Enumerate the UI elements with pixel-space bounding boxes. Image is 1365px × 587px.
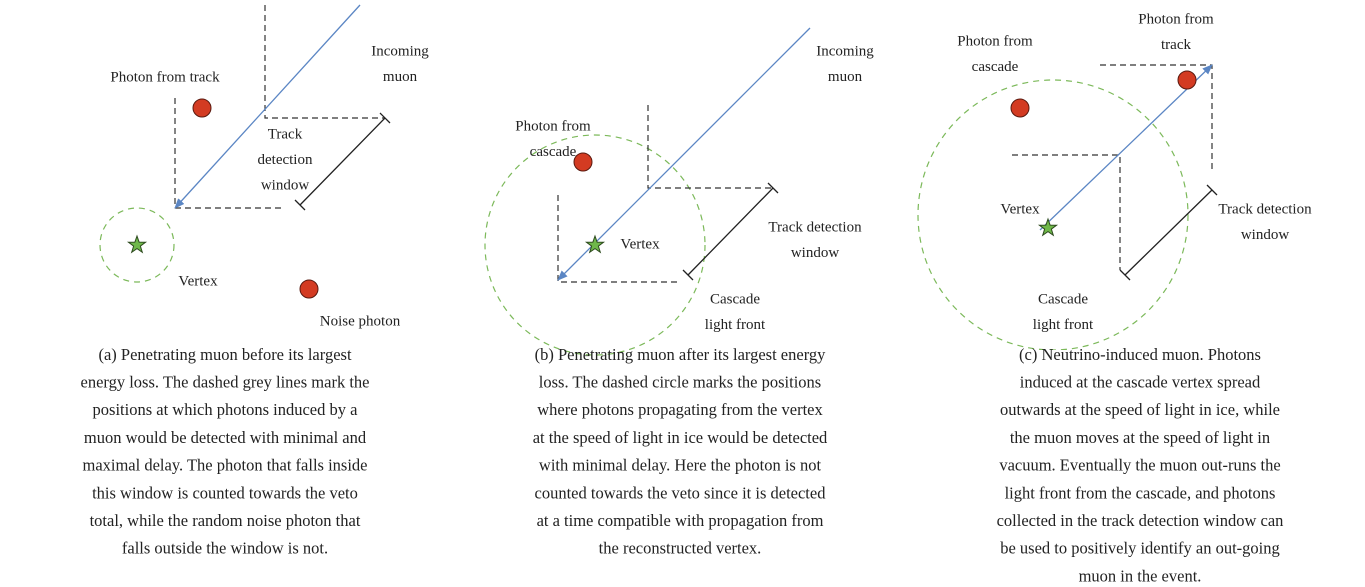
- muon-track: [1039, 64, 1213, 231]
- photon: [192, 98, 212, 118]
- label: Track: [268, 126, 303, 142]
- panel-c: [917, 64, 1218, 350]
- window-line: [264, 5, 385, 119]
- label: cascade: [530, 144, 577, 160]
- label: window: [1241, 227, 1290, 243]
- photon: [573, 152, 593, 172]
- label: Photon from track: [110, 69, 220, 85]
- caption-line: (a) Penetrating muon before its largest: [98, 345, 351, 364]
- caption-line: be used to positively identify an out-go…: [1000, 539, 1280, 558]
- caption-line: muon in the event.: [1079, 566, 1202, 585]
- caption-line: where photons propagating from the verte…: [537, 400, 823, 419]
- label: muon: [828, 69, 863, 85]
- caption-line: total, while the random noise photon tha…: [90, 511, 361, 530]
- label: Cascade: [710, 291, 760, 307]
- light-front: [99, 207, 175, 283]
- label: Incoming: [371, 43, 429, 59]
- caption-line: with minimal delay. Here the photon is n…: [539, 456, 822, 475]
- caption-line: at the speed of light in ice would be de…: [533, 428, 828, 447]
- panel-b: [484, 27, 811, 356]
- label: Photon from: [515, 118, 591, 134]
- caption-line: positions at which photons induced by a: [93, 400, 359, 419]
- photon: [1177, 70, 1197, 90]
- light-front: [484, 134, 706, 356]
- caption-line: collected in the track detection window …: [997, 511, 1284, 530]
- label: track: [1161, 37, 1191, 53]
- label: cascade: [972, 59, 1019, 75]
- label: Vertex: [620, 236, 660, 252]
- label: detection: [258, 152, 313, 168]
- photon: [1010, 98, 1030, 118]
- caption-line: loss. The dashed circle marks the positi…: [539, 372, 821, 391]
- label: light front: [1033, 317, 1094, 333]
- caption-line: this window is counted towards the veto: [92, 483, 358, 502]
- window-line: [1012, 154, 1121, 270]
- label: window: [261, 177, 310, 193]
- panel-a: [99, 4, 391, 299]
- label: Photon from: [1138, 11, 1214, 27]
- vertex: [126, 234, 148, 254]
- label: Noise photon: [320, 313, 401, 329]
- label: Photon from: [957, 33, 1033, 49]
- window-bracket: [682, 182, 779, 281]
- vertex: [1037, 217, 1059, 237]
- window-line: [647, 105, 773, 189]
- caption-line: vacuum. Eventually the muon out-runs the: [999, 456, 1280, 475]
- caption-line: energy loss. The dashed grey lines mark …: [81, 372, 370, 391]
- caption-line: falls outside the window is not.: [122, 539, 328, 558]
- caption-line: maximal delay. The photon that falls ins…: [82, 456, 367, 475]
- label: Incoming: [816, 43, 874, 59]
- caption-line: the reconstructed vertex.: [599, 539, 762, 558]
- label: window: [791, 245, 840, 261]
- label: Track detection: [768, 219, 862, 235]
- caption-line: the muon moves at the speed of light in: [1010, 428, 1270, 447]
- label: Track detection: [1218, 201, 1312, 217]
- photon: [299, 279, 319, 299]
- caption-line: at a time compatible with propagation fr…: [537, 511, 824, 530]
- caption-line: (c) Neutrino-induced muon. Photons: [1019, 345, 1261, 364]
- label: Vertex: [1000, 201, 1040, 217]
- label: light front: [705, 317, 766, 333]
- label: Vertex: [178, 273, 218, 289]
- window-bracket: [1119, 184, 1218, 281]
- vertex: [584, 234, 606, 254]
- window-line: [557, 195, 678, 283]
- light-front: [917, 79, 1189, 350]
- caption-line: light front from the cascade, and photon…: [1005, 483, 1276, 502]
- caption-line: counted towards the veto since it is det…: [535, 483, 827, 502]
- window-bracket: [294, 112, 391, 211]
- muon-track: [557, 27, 811, 281]
- label: muon: [383, 69, 418, 85]
- caption-line: induced at the cascade vertex spread: [1020, 372, 1261, 391]
- caption-line: outwards at the speed of light in ice, w…: [1000, 400, 1280, 419]
- caption-line: muon would be detected with minimal and: [84, 428, 367, 447]
- muon-track: [174, 4, 361, 209]
- label: Cascade: [1038, 291, 1088, 307]
- caption-line: (b) Penetrating muon after its largest e…: [535, 345, 827, 364]
